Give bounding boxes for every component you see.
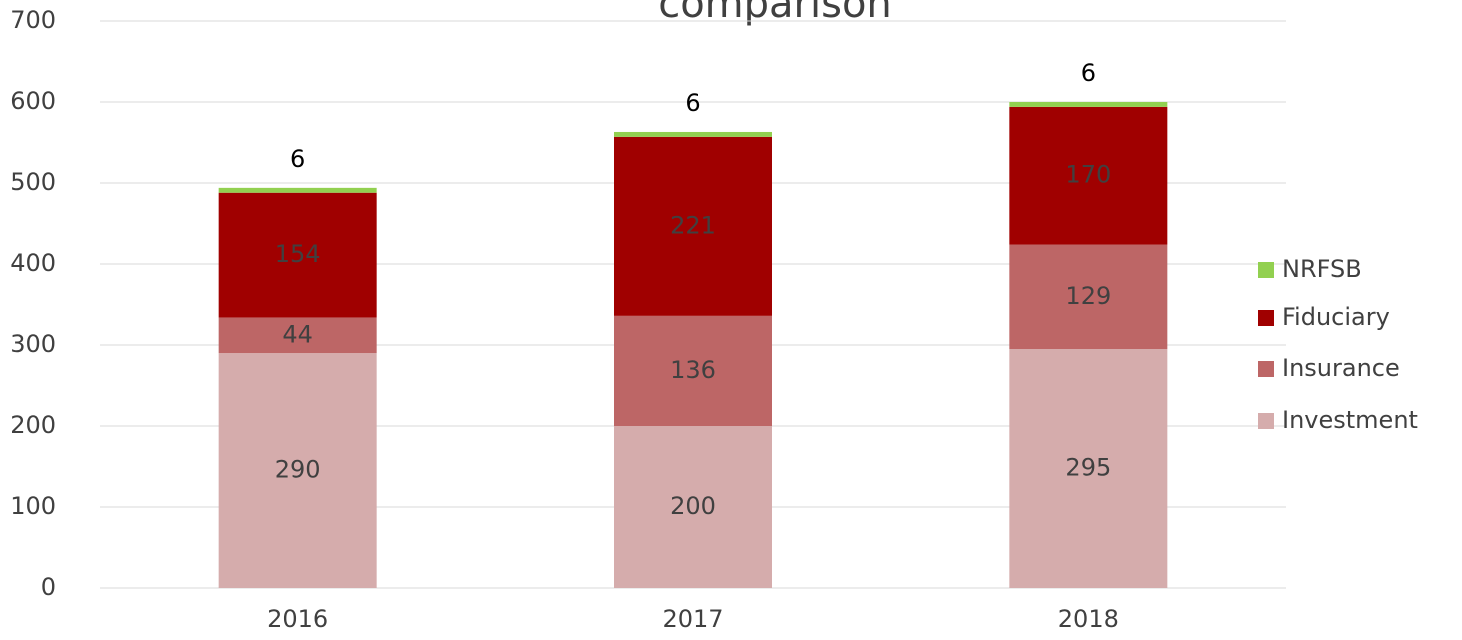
bar-segment [614,132,772,137]
y-tick-label: 100 [10,492,56,520]
data-label: 136 [670,356,716,384]
data-label: 129 [1065,282,1111,310]
y-tick-label: 0 [41,573,56,601]
bar-segment [219,188,377,193]
x-tick-label: 2017 [662,605,723,633]
data-label: 290 [275,456,321,484]
data-label: 295 [1065,454,1111,482]
legend-label: Insurance [1282,354,1400,382]
data-label: 6 [290,145,305,173]
data-label: 6 [1081,59,1096,87]
data-label: 221 [670,211,716,239]
data-label: 154 [275,240,321,268]
legend-swatch [1258,413,1274,429]
bar-segment [1009,102,1167,107]
chart-title: comparison [658,0,892,27]
legend-swatch [1258,310,1274,326]
data-label: 170 [1065,161,1111,189]
legend-label: NRFSB [1282,255,1362,283]
y-tick-label: 700 [10,6,56,34]
data-label: 6 [685,89,700,117]
data-label: 44 [282,320,313,348]
y-tick-label: 300 [10,330,56,358]
legend-swatch [1258,361,1274,377]
chart: comparison 0 100 200 300 400 500 600 700 2016 290… [0,0,1462,640]
x-tick-label: 2018 [1058,605,1119,633]
y-tick-label: 600 [10,87,56,115]
legend-label: Fiduciary [1282,303,1390,331]
x-tick-label: 2016 [267,605,328,633]
data-label: 200 [670,492,716,520]
y-tick-label: 400 [10,249,56,277]
y-tick-label: 200 [10,411,56,439]
legend-label: Investment [1282,406,1418,434]
legend-swatch [1258,262,1274,278]
y-tick-label: 500 [10,168,56,196]
